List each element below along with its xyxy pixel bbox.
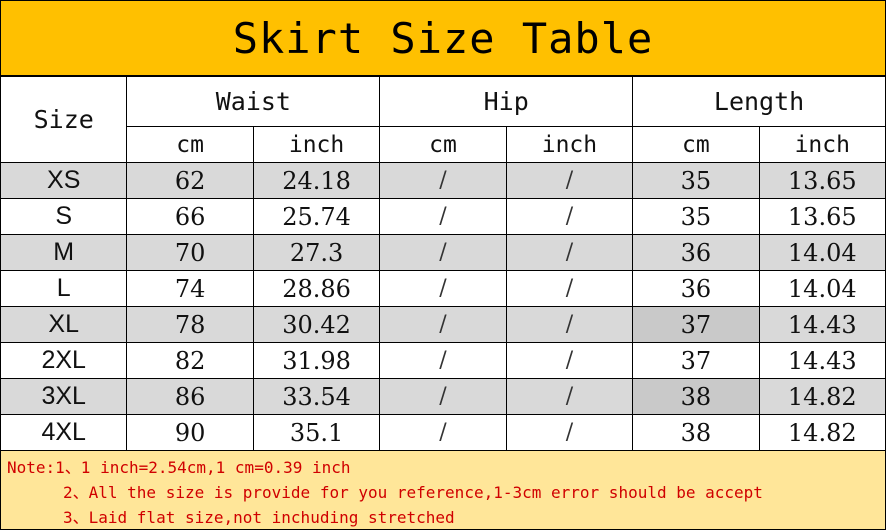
unit-header: cm: [632, 126, 760, 163]
cell-hip-cm: /: [379, 378, 507, 415]
cell-len-cm: 36: [632, 270, 760, 307]
cell-hip-in: /: [505, 234, 634, 271]
cell-waist-in: 24.18: [252, 162, 381, 199]
cell-waist-in: 30.42: [252, 306, 381, 343]
cell-waist-cm: 62: [126, 162, 254, 199]
table-row: 2XL 82 31.98//37 14.43: [0, 342, 887, 379]
cell-waist-in: 28.86: [252, 270, 381, 307]
cell-hip-cm: /: [379, 342, 507, 379]
table-row: M 70 27.3//36 14.04: [0, 234, 887, 271]
cell-waist-in: 33.54: [252, 378, 381, 415]
header-length: Length: [632, 76, 886, 127]
cell-size: 4XL: [0, 414, 128, 451]
table-row: XS 62 24.18//35 13.65: [0, 162, 887, 199]
note-line: 2、All the size is provide for you refere…: [63, 483, 763, 502]
cell-hip-cm: /: [379, 306, 507, 343]
cell-size: S: [0, 198, 128, 235]
cell-waist-in: 35.1: [252, 414, 381, 451]
cell-hip-cm: /: [379, 234, 507, 271]
cell-len-cm: 35: [632, 162, 760, 199]
table-row: 3XL 86 33.54//38 14.82: [0, 378, 887, 415]
cell-len-in: 14.04: [758, 234, 887, 271]
cell-hip-in: /: [505, 378, 634, 415]
cell-waist-cm: 90: [126, 414, 254, 451]
cell-size: L: [0, 270, 128, 307]
cell-waist-in: 31.98: [252, 342, 381, 379]
cell-len-in: 13.65: [758, 162, 887, 199]
cell-len-in: 14.04: [758, 270, 887, 307]
cell-hip-cm: /: [379, 198, 507, 235]
cell-size: XL: [0, 306, 128, 343]
table-row: 4XL 90 35.1//38 14.82: [0, 414, 887, 451]
cell-waist-cm: 86: [126, 378, 254, 415]
unit-row: cm inch cm inch cm inch: [1, 126, 887, 163]
cell-hip-in: /: [505, 306, 634, 343]
cell-hip-cm: /: [379, 162, 507, 199]
cell-size: 3XL: [0, 378, 128, 415]
cell-len-cm: 38: [632, 414, 760, 451]
table-row: L 74 28.86//36 14.04: [0, 270, 887, 307]
cell-len-in: 13.65: [758, 198, 887, 235]
cell-size: XS: [0, 162, 128, 199]
cell-len-in: 14.43: [758, 306, 887, 343]
cell-hip-in: /: [505, 198, 634, 235]
cell-size: 2XL: [0, 342, 128, 379]
note-line: 3、Laid flat size,not inchuding stretched: [63, 508, 455, 527]
unit-header: cm: [379, 126, 507, 163]
cell-waist-in: 27.3: [252, 234, 381, 271]
unit-header: inch: [758, 126, 887, 163]
cell-len-in: 14.82: [758, 414, 887, 451]
table-row: XL 78 30.42//37 14.43: [0, 306, 887, 343]
header-row: Size Waist Hip Length: [0, 76, 886, 163]
cell-len-cm: 35: [632, 198, 760, 235]
size-table: Size Waist Hip Length cm inch cm inch cm…: [0, 76, 887, 451]
cell-size: M: [0, 234, 128, 271]
notes: Note:1、1 inch=2.54cm,1 cm=0.39 inch 2、Al…: [0, 450, 886, 530]
cell-waist-cm: 70: [126, 234, 254, 271]
cell-hip-in: /: [505, 162, 634, 199]
cell-len-in: 14.43: [758, 342, 887, 379]
cell-len-cm: 37: [632, 342, 760, 379]
header-size: Size: [0, 76, 128, 163]
cell-waist-cm: 78: [126, 306, 254, 343]
cell-hip-in: /: [505, 414, 634, 451]
unit-header: cm: [126, 126, 254, 163]
cell-waist-cm: 82: [126, 342, 254, 379]
cell-len-cm: 38: [632, 378, 760, 415]
table-row: S 66 25.74//35 13.65: [0, 198, 887, 235]
cell-hip-cm: /: [379, 414, 507, 451]
unit-header: inch: [505, 126, 634, 163]
cell-len-cm: 36: [632, 234, 760, 271]
cell-hip-in: /: [505, 270, 634, 307]
cell-hip-in: /: [505, 342, 634, 379]
cell-hip-cm: /: [379, 270, 507, 307]
note-line: Note:1、1 inch=2.54cm,1 cm=0.39 inch: [7, 458, 351, 477]
table-title: Skirt Size Table: [0, 0, 886, 76]
cell-len-in: 14.82: [758, 378, 887, 415]
cell-waist-cm: 74: [126, 270, 254, 307]
unit-header: inch: [252, 126, 381, 163]
cell-waist-in: 25.74: [252, 198, 381, 235]
header-waist: Waist: [126, 76, 381, 127]
cell-waist-cm: 66: [126, 198, 254, 235]
header-hip: Hip: [379, 76, 634, 127]
cell-len-cm: 37: [632, 306, 760, 343]
